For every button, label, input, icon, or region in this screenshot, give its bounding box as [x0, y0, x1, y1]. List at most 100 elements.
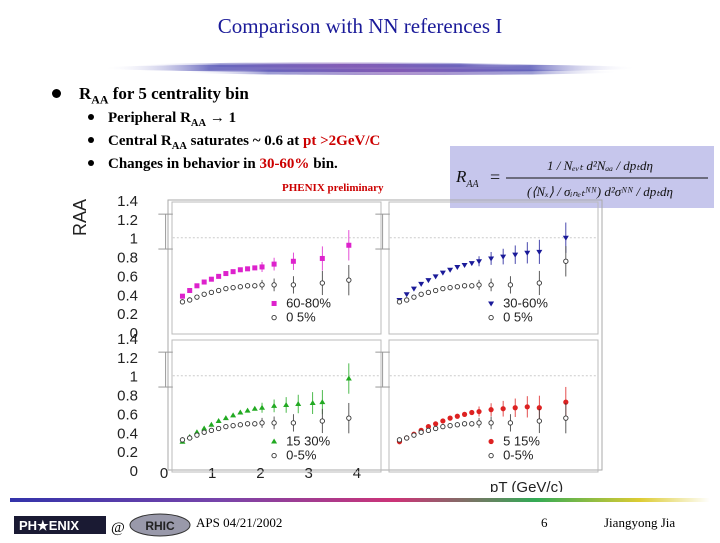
data-point — [194, 432, 200, 438]
data-point — [187, 288, 193, 294]
footer-date: APS 04/21/2002 — [196, 515, 283, 530]
footer-page-number: 6 — [541, 515, 548, 530]
data-point — [418, 291, 424, 297]
raa-chart: RAA00.20.40.60.811.21.400.20.40.60.811.2… — [70, 196, 603, 492]
data-point — [237, 284, 243, 290]
data-point — [201, 429, 207, 435]
sub-bullet-peripheral: Peripheral RAA → 1 — [88, 110, 236, 129]
y-tick-label: 1.2 — [117, 350, 138, 367]
y-tick-label: 0.4 — [117, 425, 138, 442]
phenix-preliminary-label: PHENIX preliminary — [282, 182, 384, 194]
data-point — [290, 420, 297, 426]
data-point — [411, 432, 417, 438]
data-point — [536, 405, 542, 411]
bullet-dot-icon — [52, 88, 61, 98]
data-point — [201, 425, 208, 431]
data-point — [410, 286, 417, 292]
data-point — [194, 283, 200, 289]
data-point — [403, 292, 410, 298]
phenix-logo-bg — [14, 516, 106, 534]
data-point — [244, 283, 251, 289]
sub-bullet-text: Central R — [108, 133, 172, 149]
main-bullet-suffix: for 5 centrality bin — [108, 84, 249, 103]
series-30-60-: 30-60% — [396, 222, 569, 310]
data-point — [187, 435, 193, 441]
data-point — [488, 301, 495, 307]
y-tick-label: 0 — [130, 463, 138, 480]
data-point — [179, 299, 186, 305]
data-point — [230, 412, 237, 418]
data-point — [411, 294, 417, 300]
formula-numerator: 1 / Nₑᵥₜ d²Nₐₐ / dpₜdη — [547, 158, 653, 173]
data-point — [440, 423, 446, 430]
data-point — [223, 271, 229, 277]
data-point — [245, 266, 251, 272]
data-point — [215, 287, 222, 294]
data-point — [418, 281, 425, 287]
y-tick-label: 0.6 — [117, 268, 138, 285]
formula-equals: = — [490, 167, 500, 187]
data-point — [179, 293, 185, 299]
data-point — [563, 399, 569, 405]
data-point — [454, 413, 460, 419]
main-bullet-sub: AA — [91, 92, 109, 107]
data-point — [237, 422, 243, 428]
data-point — [230, 423, 236, 429]
data-point — [309, 400, 316, 406]
data-point — [271, 438, 278, 444]
sub-bullet-sub: AA — [190, 118, 207, 129]
data-point — [563, 415, 569, 421]
x-tick-label: 0 — [160, 465, 168, 482]
main-bullet-prefix: R — [79, 84, 92, 103]
data-point — [179, 437, 186, 443]
phenix-logo: PH★ENIX @ RHIC — [14, 512, 194, 543]
data-point — [201, 279, 207, 285]
data-point — [252, 283, 258, 289]
data-point — [252, 421, 258, 427]
sub-bullet-highlight: pt >2GeV/C — [303, 133, 381, 149]
series-0-5-: 0-5% — [396, 402, 569, 463]
y-tick-label: 0.6 — [117, 406, 138, 423]
data-point — [507, 420, 514, 426]
formula-denominator: (⟨Nₓ⟩ / σᵢₙₑₜᴺᴺ) d²σᴺᴺ / dpₜdη — [527, 184, 673, 199]
data-point — [208, 289, 215, 296]
data-point — [461, 263, 468, 269]
data-point — [447, 267, 454, 273]
data-point — [524, 404, 530, 410]
y-tick-label: 1 — [130, 231, 138, 248]
data-point — [500, 406, 506, 412]
data-point — [187, 297, 193, 303]
y-axis-label: RAA — [70, 199, 90, 236]
legend-label: 15 30% — [286, 433, 331, 448]
data-point — [476, 282, 482, 288]
data-point — [223, 423, 229, 430]
data-point — [346, 415, 352, 421]
data-point — [432, 274, 439, 280]
legend-label: 0-5% — [503, 448, 534, 463]
series-0-5-: 0 5% — [396, 246, 569, 325]
data-point — [425, 424, 431, 430]
slide-title: Comparison with NN references I — [217, 14, 503, 38]
data-point — [432, 287, 439, 294]
data-point — [440, 418, 446, 424]
data-point — [507, 282, 514, 288]
series-60-80-: 60-80% — [179, 230, 352, 310]
data-point — [488, 420, 494, 426]
panel-frame — [171, 201, 382, 335]
data-point — [222, 415, 229, 421]
sub-bullet-text: Peripheral R — [108, 110, 191, 126]
y-tick-label: 1.4 — [117, 196, 138, 210]
data-point — [476, 420, 482, 426]
data-point — [271, 402, 278, 408]
data-point — [536, 418, 542, 424]
sub-bullet-changes: Changes in behavior in 30-60% bin. — [88, 156, 338, 173]
data-point — [454, 422, 460, 428]
data-point — [425, 289, 432, 296]
y-tick-label: 0.4 — [117, 287, 138, 304]
data-point — [244, 421, 251, 427]
data-point — [488, 438, 494, 445]
data-point — [237, 409, 244, 415]
x-tick-label: 2 — [256, 465, 264, 482]
panel-frame — [388, 201, 599, 335]
panel-bottom-right: 5 15%0-5% — [375, 339, 599, 473]
